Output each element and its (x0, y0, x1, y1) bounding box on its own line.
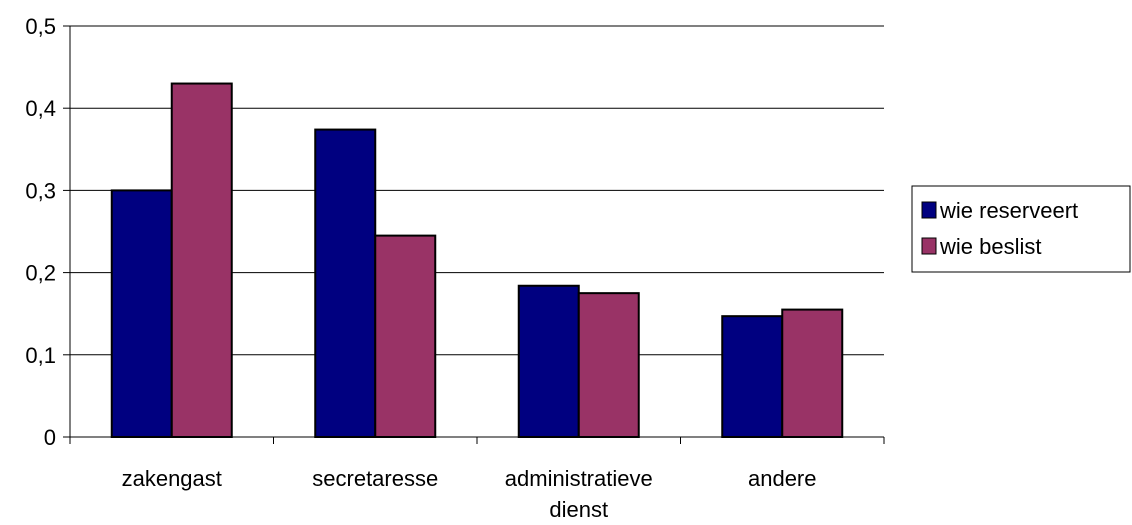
y-tick-label: 0,1 (25, 343, 56, 368)
legend-label: wie reserveert (939, 198, 1078, 223)
legend-swatch (921, 201, 937, 219)
bar-wie-beslist-1 (374, 234, 437, 438)
x-category-label: dienst (549, 497, 608, 522)
legend: wie reserveert wie beslist (911, 185, 1131, 273)
legend-box (911, 185, 1131, 273)
bar-wie-beslist-3 (781, 308, 844, 438)
bar-wie-reserveert-2 (517, 284, 580, 439)
y-tick-label: 0,3 (25, 178, 56, 203)
x-category-label: andere (748, 466, 817, 491)
x-category-label: administratieve (505, 466, 653, 491)
bar-wie-beslist-0 (170, 82, 233, 438)
x-category-label: zakengast (122, 466, 222, 491)
legend-label: wie beslist (939, 234, 1041, 259)
bar-wie-reserveert-3 (721, 315, 784, 438)
bar-wie-beslist-2 (577, 292, 640, 438)
legend-swatch (921, 237, 937, 255)
y-tick-label: 0,4 (25, 96, 56, 121)
x-category-label: secretaresse (312, 466, 438, 491)
bar-wie-reserveert-0 (110, 189, 173, 438)
bar-wie-reserveert-1 (314, 128, 377, 439)
y-tick-label: 0 (44, 425, 56, 450)
y-tick-label: 0,2 (25, 261, 56, 286)
bars (110, 82, 844, 439)
y-tick-label: 0,5 (25, 14, 56, 39)
axis-labels: 0 0,1 0,2 0,3 0,4 0,5 zakengast secretaresse adm… (25, 14, 816, 522)
